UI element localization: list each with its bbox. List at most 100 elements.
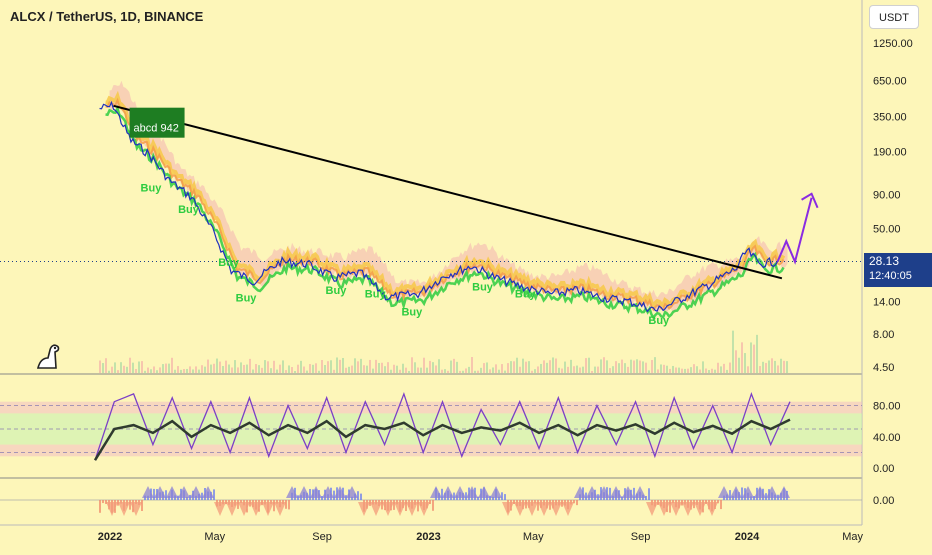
time-tick-label: 2022 bbox=[98, 531, 122, 543]
ichimoku-cloud bbox=[109, 80, 788, 314]
hist-triangle-marker bbox=[586, 486, 598, 498]
hist-triangle-marker bbox=[682, 502, 694, 516]
bar-countdown: 12:40:05 bbox=[869, 270, 912, 282]
last-price: 28.13 bbox=[869, 254, 900, 268]
hist-triangle-marker bbox=[502, 502, 514, 516]
hist-triangle-marker bbox=[178, 486, 190, 498]
hist-triangle-marker bbox=[250, 502, 262, 516]
projection-arrow bbox=[776, 197, 813, 265]
price-tick-label: 50.00 bbox=[873, 223, 901, 235]
time-tick-label: May bbox=[204, 531, 225, 543]
time-tick-label: Sep bbox=[631, 531, 651, 543]
price-tick-label: 90.00 bbox=[873, 190, 901, 202]
price-series bbox=[99, 100, 779, 313]
hist-triangle-marker bbox=[562, 502, 574, 516]
hist-triangle-marker bbox=[658, 502, 670, 516]
hist-triangle-marker bbox=[142, 486, 154, 498]
osc-slow-line bbox=[93, 418, 791, 461]
hist-triangle-marker bbox=[382, 502, 394, 516]
hist-triangle-marker bbox=[742, 486, 754, 498]
hist-triangle-marker bbox=[778, 486, 790, 498]
time-tick-label: 2024 bbox=[735, 531, 760, 543]
overbought-band bbox=[0, 401, 862, 414]
currency-button[interactable]: USDT bbox=[869, 5, 919, 29]
osc-tick-label: 0.00 bbox=[873, 463, 894, 475]
hist-triangle-marker bbox=[358, 502, 370, 516]
chart-title: ALCX / TetherUS, 1D, BINANCE bbox=[10, 9, 204, 24]
hist-triangle-marker bbox=[346, 486, 358, 498]
hist-triangle-marker bbox=[754, 486, 766, 498]
hist-triangle-marker bbox=[406, 502, 418, 516]
hist-triangle-marker bbox=[370, 502, 382, 516]
hist-triangle-marker bbox=[730, 486, 742, 498]
buy-signal-label: Buy bbox=[326, 285, 348, 297]
hist-triangle-marker bbox=[766, 486, 778, 498]
price-tick-label: 350.00 bbox=[873, 111, 907, 123]
hist-triangle-marker bbox=[226, 502, 238, 516]
hist-triangle-marker bbox=[394, 502, 406, 516]
time-tick-label: May bbox=[523, 531, 544, 543]
hist-tick-label: 0.00 bbox=[873, 495, 894, 507]
hist-triangle-marker bbox=[298, 486, 310, 498]
hist-triangle-marker bbox=[694, 502, 706, 516]
histogram-pane: 0.00 bbox=[0, 486, 894, 516]
hist-triangle-marker bbox=[574, 486, 586, 498]
hist-triangle-marker bbox=[706, 502, 718, 516]
hist-triangle-marker bbox=[430, 486, 442, 498]
axes: 1250.00 650.00 350.00 190.00 90.00 50.00 14.00… bbox=[98, 38, 913, 543]
hist-triangle-marker bbox=[274, 502, 286, 516]
hist-triangle-marker bbox=[514, 502, 526, 516]
hist-triangle-marker bbox=[454, 486, 466, 498]
hist-triangle-marker bbox=[154, 486, 166, 498]
hist-triangle-marker bbox=[598, 486, 610, 498]
pattern-box bbox=[129, 107, 185, 138]
hist-triangle-marker bbox=[622, 486, 634, 498]
hist-triangle-marker bbox=[238, 502, 250, 516]
hist-triangle-marker bbox=[130, 502, 142, 516]
hist-triangle-marker bbox=[286, 486, 298, 498]
hist-triangle-marker bbox=[646, 502, 658, 516]
ma-ribbon-green bbox=[105, 104, 785, 320]
buy-signal-label: Buy bbox=[365, 289, 387, 301]
buy-signal-label: Buy bbox=[648, 315, 670, 327]
hist-triangle-marker bbox=[106, 502, 118, 516]
time-tick-label: 2023 bbox=[416, 531, 440, 543]
hist-triangle-marker bbox=[442, 486, 454, 498]
oscillator-pane: 80.00 40.00 0.00 bbox=[0, 391, 901, 475]
buy-signal-label: Buy bbox=[515, 289, 537, 301]
hist-triangle-marker bbox=[418, 502, 430, 516]
main-price-pane: abcd 942 Buy Buy Buy Buy Buy Buy Buy Buy Buy Buy bbox=[0, 80, 862, 373]
hist-triangle-marker bbox=[718, 486, 730, 498]
grid bbox=[0, 0, 863, 526]
buy-signal-label: Buy bbox=[141, 182, 163, 194]
osc-tick-label: 40.00 bbox=[873, 432, 901, 444]
hist-triangle-marker bbox=[466, 486, 478, 498]
trendline bbox=[113, 104, 783, 280]
oversold-band bbox=[0, 444, 862, 457]
hist-triangle-marker bbox=[202, 486, 214, 498]
buy-signal-label: Buy bbox=[178, 204, 200, 216]
tradingview-logo-icon bbox=[36, 344, 60, 369]
buy-signal-label: Buy bbox=[218, 257, 240, 269]
time-tick-label: Sep bbox=[312, 531, 332, 543]
price-tick-label: 14.00 bbox=[873, 297, 901, 309]
hist-triangle-marker bbox=[526, 502, 538, 516]
hist-triangle-marker bbox=[610, 486, 622, 498]
hist-triangle-marker bbox=[478, 486, 490, 498]
hist-triangle-marker bbox=[214, 502, 226, 516]
ma-ribbon-orange bbox=[105, 97, 785, 312]
last-price-tag: 28.13 12:40:05 bbox=[864, 253, 932, 287]
hist-triangle-marker bbox=[670, 502, 682, 516]
hist-triangle-marker bbox=[262, 502, 274, 516]
price-tick-label: 650.00 bbox=[873, 76, 907, 88]
hist-triangle-marker bbox=[322, 486, 334, 498]
osc-fast-line bbox=[94, 391, 791, 461]
hist-triangle-marker bbox=[550, 502, 562, 516]
price-tick-label: 1250.00 bbox=[873, 38, 913, 50]
time-tick-label: May bbox=[842, 531, 863, 543]
projection-arrowhead bbox=[801, 192, 819, 209]
buy-signal-label: Buy bbox=[472, 281, 494, 293]
hist-triangle-marker bbox=[118, 502, 130, 516]
